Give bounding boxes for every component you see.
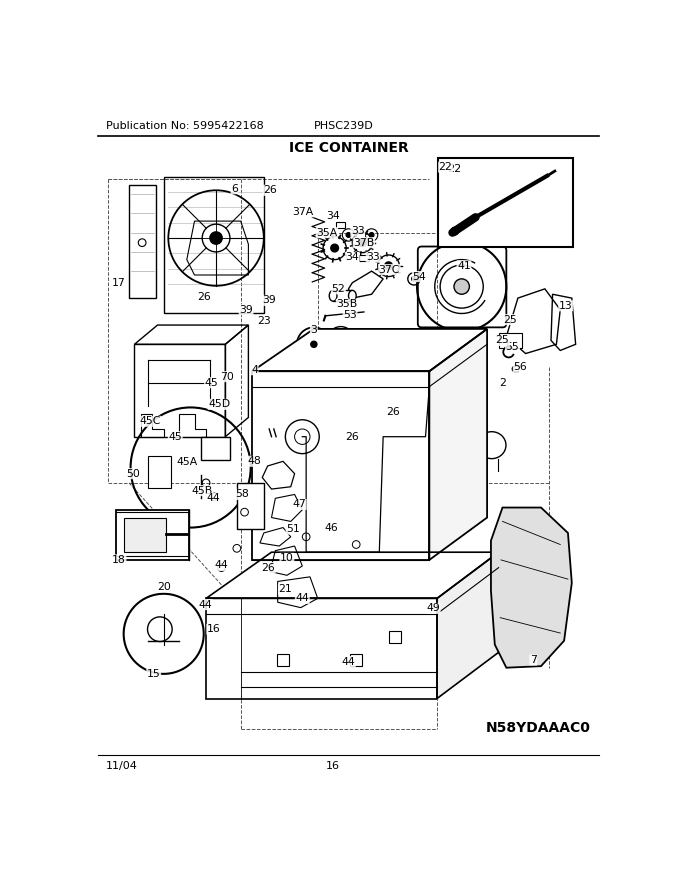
Text: 37B: 37B — [354, 238, 375, 247]
Text: N58YDAAAC0: N58YDAAAC0 — [486, 721, 591, 735]
Text: 50: 50 — [126, 469, 140, 479]
Text: 33: 33 — [367, 253, 380, 262]
Polygon shape — [491, 508, 572, 668]
Text: 44: 44 — [215, 561, 228, 570]
Bar — [350, 654, 362, 666]
Bar — [359, 255, 369, 261]
Text: 34: 34 — [326, 210, 340, 221]
Text: 56: 56 — [513, 363, 527, 372]
Bar — [333, 290, 352, 301]
Circle shape — [346, 232, 351, 238]
Text: 45: 45 — [205, 378, 218, 388]
Text: 17: 17 — [112, 278, 126, 288]
Polygon shape — [206, 598, 437, 699]
Bar — [124, 517, 166, 553]
Text: 45D: 45D — [208, 400, 231, 409]
Text: 23: 23 — [257, 316, 271, 326]
Circle shape — [385, 262, 392, 269]
Text: 35A: 35A — [316, 228, 337, 238]
Text: 7: 7 — [530, 655, 537, 665]
Circle shape — [311, 341, 317, 348]
Text: 25: 25 — [496, 335, 509, 346]
Text: 39: 39 — [262, 296, 276, 305]
Bar — [148, 456, 171, 488]
Bar — [201, 436, 230, 459]
Ellipse shape — [348, 290, 356, 301]
Text: 49: 49 — [426, 604, 440, 613]
Bar — [116, 510, 189, 560]
Text: 52: 52 — [332, 284, 345, 294]
Text: PHSC239D: PHSC239D — [314, 121, 373, 131]
Polygon shape — [206, 553, 498, 598]
Text: 6: 6 — [231, 184, 238, 194]
Text: 45B: 45B — [192, 486, 213, 495]
Polygon shape — [429, 329, 487, 560]
Text: 44: 44 — [199, 599, 212, 610]
Text: 45C: 45C — [139, 416, 160, 426]
Text: 20: 20 — [157, 582, 171, 592]
Text: 10: 10 — [280, 554, 294, 563]
Text: 47: 47 — [292, 500, 306, 510]
Text: 15: 15 — [147, 669, 160, 678]
Text: 44: 44 — [341, 656, 356, 666]
Text: 3: 3 — [310, 326, 318, 335]
Text: 16: 16 — [326, 761, 339, 771]
Bar — [388, 631, 401, 643]
Text: 41: 41 — [457, 260, 471, 271]
Text: 11/04: 11/04 — [106, 761, 138, 771]
Circle shape — [451, 227, 458, 235]
Text: 48: 48 — [248, 457, 261, 466]
Text: 25: 25 — [503, 315, 517, 325]
Bar — [277, 654, 289, 666]
Text: 26: 26 — [198, 291, 211, 302]
Text: 37C: 37C — [379, 265, 400, 275]
Text: 58: 58 — [235, 489, 249, 500]
Text: 33: 33 — [351, 226, 364, 236]
Text: 4: 4 — [251, 364, 258, 375]
Text: 26: 26 — [262, 562, 275, 573]
Text: 26: 26 — [386, 407, 400, 417]
Text: 26: 26 — [345, 432, 359, 442]
Circle shape — [330, 244, 339, 252]
Bar — [498, 333, 522, 348]
Polygon shape — [252, 371, 429, 560]
Circle shape — [369, 232, 374, 238]
Text: 46: 46 — [324, 523, 339, 532]
Text: 44: 44 — [207, 494, 220, 503]
Text: 22: 22 — [447, 164, 461, 173]
Text: 45: 45 — [169, 432, 182, 442]
Text: 21: 21 — [279, 584, 292, 594]
Circle shape — [358, 238, 367, 246]
Bar — [438, 158, 573, 246]
Text: 26: 26 — [263, 186, 277, 195]
Polygon shape — [252, 329, 487, 371]
Text: 53: 53 — [343, 310, 357, 320]
Circle shape — [411, 276, 416, 281]
Text: 37A: 37A — [292, 207, 313, 216]
Circle shape — [210, 232, 222, 244]
Ellipse shape — [329, 290, 337, 301]
Text: 35B: 35B — [337, 299, 358, 309]
Bar — [237, 483, 264, 529]
Text: 22: 22 — [439, 162, 452, 172]
Circle shape — [454, 279, 469, 294]
Text: 18: 18 — [112, 555, 126, 565]
Text: 54: 54 — [413, 272, 426, 282]
Text: 39: 39 — [239, 304, 253, 315]
Polygon shape — [437, 553, 498, 699]
Text: 55: 55 — [506, 341, 520, 352]
Text: 16: 16 — [207, 624, 220, 634]
Text: 70: 70 — [220, 371, 234, 382]
Bar — [336, 222, 345, 228]
Text: 51: 51 — [286, 524, 300, 534]
Text: ICE CONTAINER: ICE CONTAINER — [288, 141, 409, 155]
Text: 44: 44 — [295, 593, 309, 604]
Text: 2: 2 — [499, 378, 506, 388]
Text: 45A: 45A — [176, 457, 197, 467]
Text: 34: 34 — [345, 253, 359, 262]
Text: Publication No: 5995422168: Publication No: 5995422168 — [106, 121, 264, 131]
Text: 13: 13 — [559, 301, 573, 311]
